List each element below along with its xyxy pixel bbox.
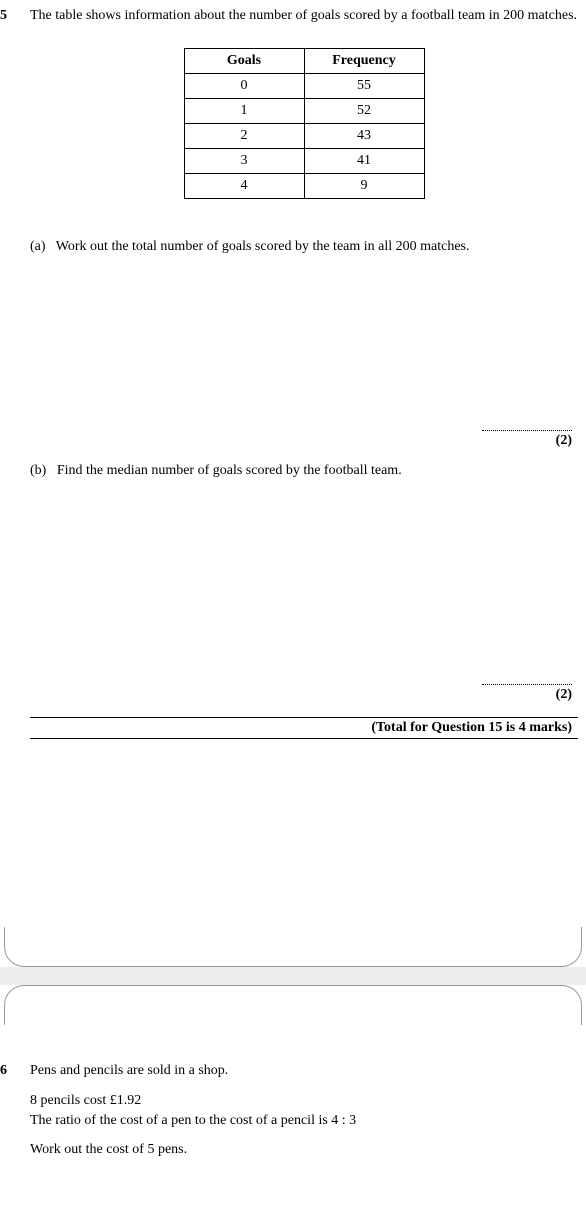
cell-freq: 9 (304, 174, 424, 199)
part-b-text: Find the median number of goals scored b… (57, 463, 402, 478)
answer-space-a[interactable] (30, 265, 578, 415)
cell-freq: 41 (304, 149, 424, 174)
part-a-text: Work out the total number of goals score… (56, 239, 470, 254)
cell-freq: 55 (304, 74, 424, 99)
cell-freq: 52 (304, 99, 424, 124)
cell-goals: 0 (184, 74, 304, 99)
goals-frequency-table: Goals Frequency 0 55 1 52 2 43 3 (184, 48, 425, 199)
cell-goals: 4 (184, 174, 304, 199)
table-header-goals: Goals (184, 49, 304, 74)
q16-line4: Work out the cost of 5 pens. (30, 1142, 578, 1158)
table-row: 2 43 (184, 124, 424, 149)
table-row: 1 52 (184, 99, 424, 124)
marks-a: (2) (30, 433, 578, 449)
q16-line2: 8 pencils cost £1.92 (30, 1091, 578, 1111)
marks-b: (2) (30, 687, 578, 703)
q16-given-info: 8 pencils cost £1.92 The ratio of the co… (30, 1091, 578, 1130)
table-header-frequency: Frequency (304, 49, 424, 74)
answer-line-a (30, 415, 578, 431)
part-a-label: (a) (30, 239, 46, 254)
q15-intro: The table shows information about the nu… (30, 8, 578, 24)
table-row: 0 55 (184, 74, 424, 99)
cell-goals: 1 (184, 99, 304, 124)
question-number-16: 6 (0, 1063, 7, 1079)
page-gap (0, 967, 586, 985)
page-top-curve (4, 985, 582, 1025)
cell-goals: 3 (184, 149, 304, 174)
q15-part-a: (a) Work out the total number of goals s… (30, 239, 578, 255)
q15-part-b: (b) Find the median number of goals scor… (30, 463, 578, 479)
part-b-label: (b) (30, 463, 46, 478)
table-row: 4 9 (184, 174, 424, 199)
answer-dotted-line[interactable] (482, 684, 572, 685)
answer-line-b (30, 669, 578, 685)
q15-total-marks: (Total for Question 15 is 4 marks) (30, 717, 578, 739)
q16-line3: The ratio of the cost of a pen to the co… (30, 1111, 578, 1131)
question-15: 5 The table shows information about the … (0, 8, 578, 739)
page-bottom-curve (4, 927, 582, 967)
answer-space-b[interactable] (30, 489, 578, 669)
q16-line1: Pens and pencils are sold in a shop. (30, 1063, 578, 1079)
answer-dotted-line[interactable] (482, 430, 572, 431)
table-row: 3 41 (184, 149, 424, 174)
cell-freq: 43 (304, 124, 424, 149)
cell-goals: 2 (184, 124, 304, 149)
question-16: 6 Pens and pencils are sold in a shop. 8… (0, 1063, 578, 1158)
question-number-15: 5 (0, 8, 7, 24)
